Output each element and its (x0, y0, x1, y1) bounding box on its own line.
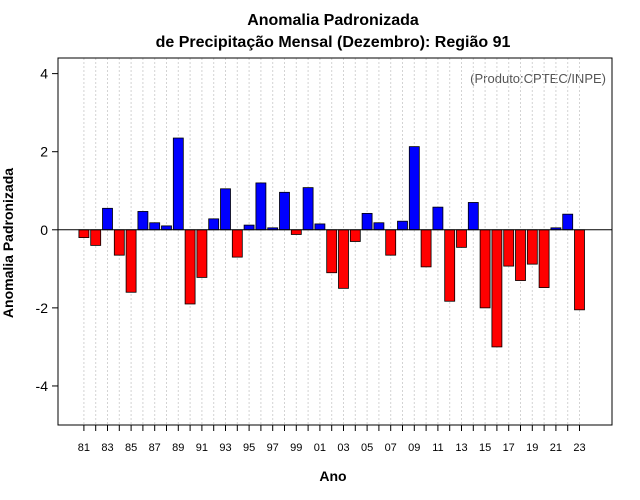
xtick-label: 83 (101, 442, 113, 454)
xtick-label: 07 (385, 442, 397, 454)
bar-2022 (562, 213, 574, 231)
bar-2011 (432, 206, 444, 231)
bar-1998 (279, 191, 290, 231)
bar-1993 (220, 188, 231, 231)
bar-1992 (208, 218, 220, 231)
bar-1991 (196, 229, 208, 278)
bar-1984 (113, 229, 125, 256)
bar-2016 (491, 229, 503, 348)
xtick-label: 01 (314, 442, 326, 454)
xtick-label: 81 (78, 442, 90, 454)
bar-2017 (503, 229, 515, 267)
xtick-label: 03 (337, 442, 349, 454)
grid (83, 58, 580, 425)
xtick-label: 15 (479, 442, 491, 454)
bar-2000 (302, 187, 314, 231)
bar-1988 (161, 225, 172, 231)
bar-1994 (231, 229, 243, 258)
xtick-label: 13 (455, 442, 467, 454)
bar-1990 (184, 229, 196, 305)
bar-2003 (338, 229, 349, 289)
bar-2002 (326, 229, 338, 274)
bar-2010 (420, 229, 432, 268)
bar-2014 (467, 202, 479, 231)
xtick-label: 95 (243, 442, 255, 454)
xtick-label: 97 (267, 442, 279, 454)
bar-2001 (314, 223, 326, 231)
xtick-label: 85 (125, 442, 137, 454)
bar-1989 (172, 137, 184, 231)
product-annotation: (Produto:CPTEC/INPE) (470, 71, 606, 86)
bar-1996 (255, 182, 267, 231)
xtick-label: 91 (196, 442, 208, 454)
ytick-label: 0 (40, 222, 48, 238)
xtick-label: 23 (573, 442, 585, 454)
bar-2005 (361, 212, 373, 231)
xtick-label: 17 (503, 442, 515, 454)
bar-2006 (373, 222, 385, 231)
x-axis-label: Ano (319, 468, 346, 484)
bar-2009 (408, 146, 420, 231)
bar-2013 (456, 229, 467, 248)
bar-1981 (78, 229, 90, 238)
bar-2023 (574, 229, 585, 311)
bar-1985 (125, 229, 137, 293)
bar-2020 (538, 229, 550, 288)
bar-2008 (397, 220, 408, 231)
y-axis: -4 -2 0 2 4 (36, 66, 58, 394)
ytick-label: -4 (36, 378, 49, 394)
bar-1982 (90, 229, 102, 246)
ytick-label: -2 (36, 300, 49, 316)
plot-frame (57, 57, 613, 426)
bar-2004 (349, 229, 361, 242)
bar-2015 (479, 229, 491, 309)
bar-1986 (137, 211, 149, 231)
bar-1995 (243, 224, 255, 231)
bars (78, 137, 585, 348)
xtick-label: 93 (219, 442, 231, 454)
ytick-label: 4 (40, 66, 48, 82)
bar-2018 (515, 229, 526, 281)
ytick-label: 2 (40, 144, 48, 160)
bar-1999 (290, 229, 302, 235)
bar-1983 (102, 207, 113, 231)
xtick-label: 99 (290, 442, 302, 454)
chart-title: Anomalia Padronizada (247, 12, 419, 29)
x-axis: 81 83 85 87 89 91 93 95 97 99 01 03 05 07 09 11 13 15 17 19… (78, 425, 586, 454)
bar-2012 (444, 229, 456, 302)
xtick-label: 19 (526, 442, 538, 454)
xtick-label: 09 (408, 442, 420, 454)
bar-2019 (526, 229, 538, 265)
xtick-label: 87 (149, 442, 161, 454)
y-axis-label: Anomalia Padronizada (0, 168, 16, 318)
chart-subtitle: de Precipitação Mensal (Dezembro): Regiã… (156, 34, 511, 51)
bar-2007 (385, 229, 397, 256)
xtick-label: 21 (550, 442, 562, 454)
xtick-label: 05 (361, 442, 373, 454)
xtick-label: 11 (432, 442, 443, 454)
bar-1987 (149, 222, 161, 231)
xtick-label: 89 (172, 442, 184, 454)
